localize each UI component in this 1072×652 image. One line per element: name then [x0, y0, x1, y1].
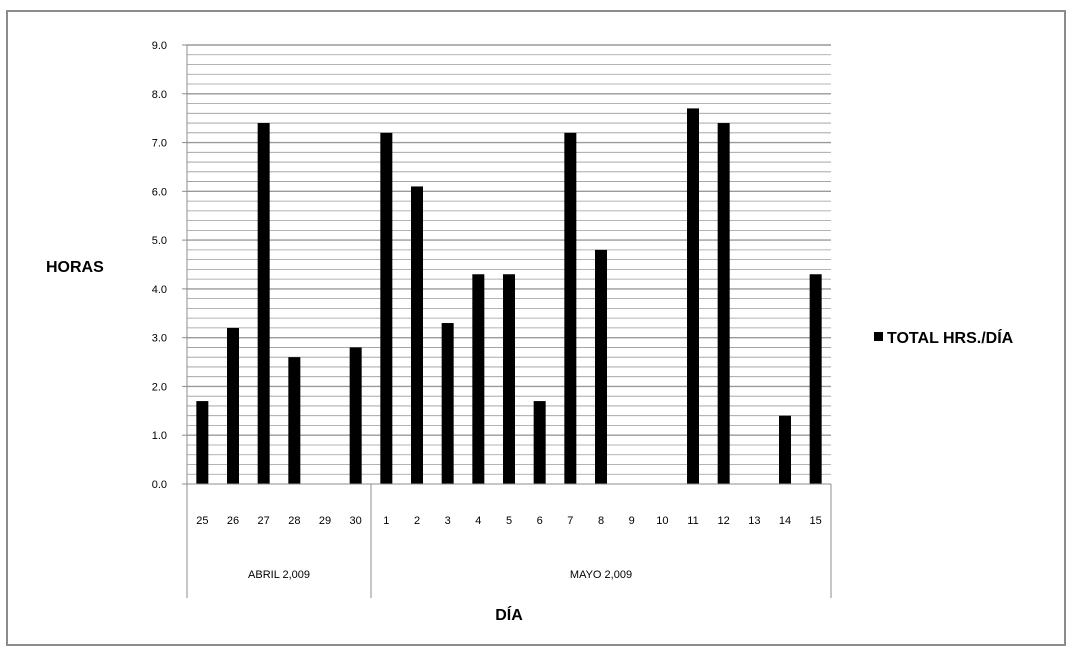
x-tick-label: 11 — [687, 515, 698, 527]
x-tick-label: 15 — [810, 515, 822, 527]
bars — [196, 108, 822, 485]
bar-4 — [472, 274, 485, 484]
x-tick-label: 25 — [196, 515, 208, 527]
bar-25 — [196, 401, 209, 484]
bar-5 — [503, 274, 515, 484]
x-tick-labels: 25 26 27 28 29 30 1 2 3 4 5 6 7 8 9 10 11 12 13 14 15 — [196, 515, 822, 527]
bar-6 — [533, 401, 546, 484]
x-tick-label: 5 — [506, 515, 512, 527]
x-tick-label: 3 — [445, 515, 451, 527]
bar-1 — [380, 132, 393, 485]
x-tick-label: 9 — [629, 515, 635, 527]
x-group-label: MAYO 2,009 — [570, 569, 632, 581]
x-tick-label: 12 — [718, 515, 730, 527]
y-tick-labels: 0.0 1.0 2.0 3.0 4.0 5.0 6.0 7.0 8.0 9.0 — [152, 40, 167, 491]
x-tick-label: 29 — [319, 515, 331, 527]
legend: TOTAL HRS./DÍA — [874, 328, 1014, 347]
bar-27 — [257, 123, 270, 485]
x-axis-title: DÍA — [495, 605, 523, 624]
y-tick-label: 0.0 — [152, 479, 167, 491]
x-tick-label: 28 — [288, 515, 300, 527]
legend-label: TOTAL HRS./DÍA — [887, 328, 1014, 347]
y-tick-label: 9.0 — [152, 40, 167, 52]
x-tick-label: 30 — [350, 515, 362, 527]
bar-26 — [227, 327, 239, 484]
x-tick-label: 10 — [656, 515, 668, 527]
bar-8 — [595, 249, 607, 484]
bar-7 — [564, 132, 577, 485]
bar-28 — [288, 357, 301, 484]
x-tick-label: 4 — [475, 515, 481, 527]
bar-15 — [809, 274, 822, 484]
x-group-labels: ABRIL 2,009 MAYO 2,009 — [248, 569, 632, 581]
y-tick-label: 7.0 — [152, 138, 167, 150]
y-tick-label: 8.0 — [152, 89, 167, 101]
y-axis-title: HORAS — [46, 259, 104, 276]
x-tick-label: 13 — [748, 515, 760, 527]
x-tick-label: 7 — [567, 515, 573, 527]
x-tick-label: 8 — [598, 515, 604, 527]
y-tick-label: 2.0 — [152, 381, 167, 393]
bar-3 — [441, 323, 454, 484]
y-tick-label: 4.0 — [152, 284, 167, 296]
bar-12 — [717, 123, 730, 485]
y-tick-label: 5.0 — [152, 235, 167, 247]
bar-11 — [687, 108, 699, 485]
x-tick-label: 1 — [383, 515, 389, 527]
y-tick-label: 1.0 — [152, 430, 167, 442]
bar-2 — [411, 186, 423, 484]
x-tick-label: 26 — [227, 515, 239, 527]
axes — [182, 44, 832, 598]
x-tick-label: 6 — [537, 515, 543, 527]
legend-swatch — [874, 332, 883, 341]
x-tick-label: 14 — [779, 515, 791, 527]
y-tick-label: 3.0 — [152, 333, 167, 345]
x-group-label: ABRIL 2,009 — [248, 569, 310, 581]
x-tick-label: 27 — [258, 515, 270, 527]
x-tick-label: 2 — [414, 515, 420, 527]
bar-14 — [779, 415, 791, 484]
y-tick-label: 6.0 — [152, 186, 167, 198]
bar-30 — [349, 347, 362, 484]
